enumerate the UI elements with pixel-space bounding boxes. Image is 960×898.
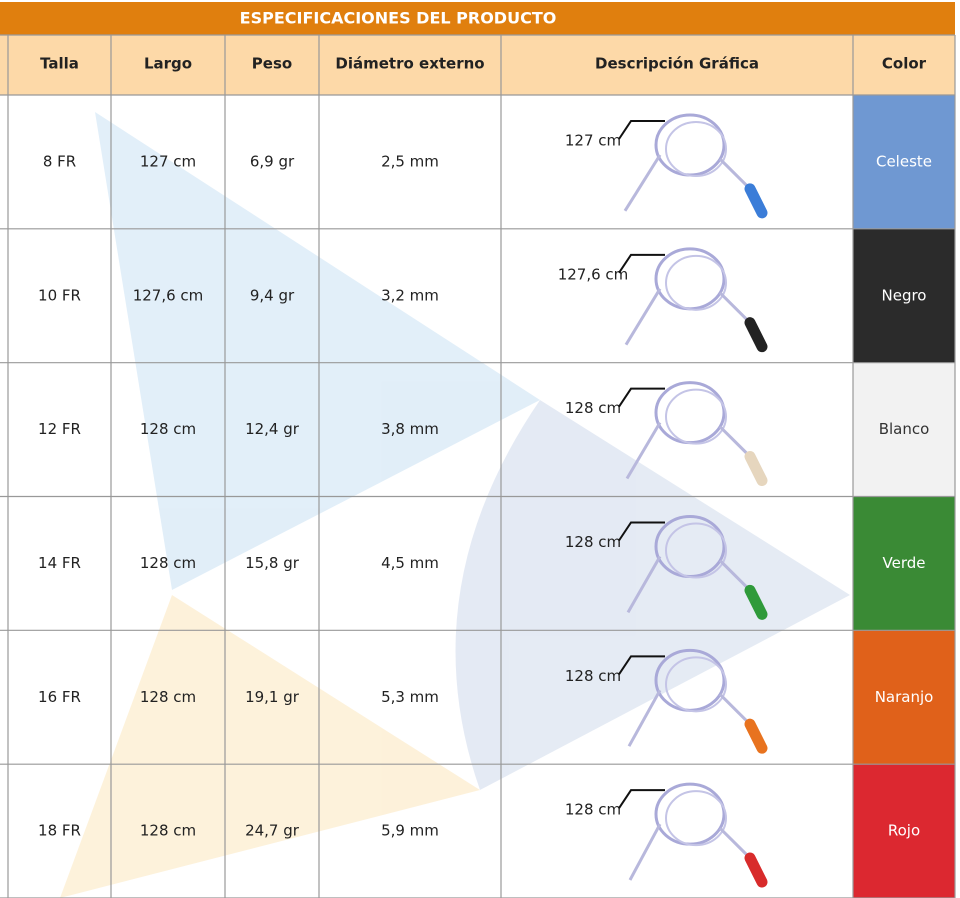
cell-text: 127 cm xyxy=(140,152,196,170)
length-label: 127 cm xyxy=(565,132,621,150)
tube xyxy=(625,421,662,480)
color-name: Negro xyxy=(882,286,927,304)
catheter-drawing xyxy=(618,113,768,219)
cell-text: 6,9 gr xyxy=(250,152,295,170)
column-header: Peso xyxy=(252,55,292,73)
tube xyxy=(628,823,662,881)
watermark-fan xyxy=(455,400,850,790)
cell-text: 14 FR xyxy=(38,554,81,572)
title-bar xyxy=(0,2,955,35)
cell-text: 8 FR xyxy=(43,152,76,170)
cell-text: 3,8 mm xyxy=(381,420,439,438)
cell-text: 128 cm xyxy=(140,554,196,572)
connector xyxy=(744,317,768,353)
cell-text: 12 FR xyxy=(38,420,81,438)
color-swatch xyxy=(853,496,955,631)
cell-text: 128 cm xyxy=(140,822,196,840)
cell-text: 5,3 mm xyxy=(381,688,439,706)
length-label: 128 cm xyxy=(565,533,621,551)
column-header: Talla xyxy=(40,55,79,73)
color-name: Celeste xyxy=(876,152,932,170)
color-name: Rojo xyxy=(888,822,920,840)
catheter-drawing xyxy=(618,381,768,486)
tube-loop xyxy=(665,522,727,579)
cell-text: 18 FR xyxy=(38,822,81,840)
tube xyxy=(627,689,662,747)
cell-text: 3,2 mm xyxy=(381,286,439,304)
watermark-triangle xyxy=(60,595,480,898)
cell-text: 9,4 gr xyxy=(250,286,295,304)
length-label: 127,6 cm xyxy=(558,265,629,283)
color-swatch xyxy=(853,95,955,229)
connector xyxy=(744,451,768,486)
color-name: Blanco xyxy=(879,420,930,438)
catheter-drawing xyxy=(618,515,768,620)
connector xyxy=(744,183,768,219)
length-label: 128 cm xyxy=(565,667,621,685)
color-name: Verde xyxy=(883,554,926,572)
leader-line xyxy=(618,521,665,542)
leader-line xyxy=(618,120,665,140)
leader-line xyxy=(618,789,665,809)
header-row xyxy=(0,35,955,95)
cell-text: 15,8 gr xyxy=(245,554,300,572)
connector xyxy=(744,718,768,754)
tube-loop xyxy=(665,790,727,847)
tube xyxy=(624,288,662,346)
watermark xyxy=(60,112,850,898)
cell-text: 12,4 gr xyxy=(245,420,300,438)
cell-text: 24,7 gr xyxy=(245,822,300,840)
cell-text: 128 cm xyxy=(140,420,196,438)
cell-text: 128 cm xyxy=(140,688,196,706)
color-swatch xyxy=(853,764,955,898)
tube-loop xyxy=(665,121,727,177)
cell-text: 2,5 mm xyxy=(381,152,439,170)
leader-line xyxy=(618,655,665,675)
tube xyxy=(626,555,662,614)
catheter-drawing xyxy=(618,782,768,888)
title: ESPECIFICACIONES DEL PRODUCTO xyxy=(240,9,557,28)
leader-line xyxy=(618,253,665,274)
column-header: Color xyxy=(882,55,927,73)
catheter-drawing xyxy=(618,648,768,754)
watermark-triangle xyxy=(95,112,540,590)
tube xyxy=(623,154,662,212)
cell-text: 4,5 mm xyxy=(381,554,439,572)
tube-loop xyxy=(665,388,727,445)
color-swatch xyxy=(853,228,955,363)
tube-loop xyxy=(665,656,727,713)
color-swatch xyxy=(853,362,955,497)
cell-text: 10 FR xyxy=(38,286,81,304)
catheter-drawing xyxy=(618,247,768,353)
cell-text: 127,6 cm xyxy=(133,286,204,304)
color-name: Naranjo xyxy=(875,688,934,706)
column-header: Diámetro externo xyxy=(335,55,484,73)
column-header: Descripción Gráfica xyxy=(595,55,759,73)
cell-text: 16 FR xyxy=(38,688,81,706)
column-header: Largo xyxy=(144,55,192,73)
cell-text: 19,1 gr xyxy=(245,688,300,706)
length-label: 128 cm xyxy=(565,801,621,819)
connector xyxy=(744,852,768,888)
leader-line xyxy=(618,387,665,408)
tube-loop xyxy=(665,254,727,311)
color-swatch xyxy=(853,630,955,765)
connector xyxy=(744,584,768,620)
length-label: 128 cm xyxy=(565,399,621,417)
cell-text: 5,9 mm xyxy=(381,822,439,840)
